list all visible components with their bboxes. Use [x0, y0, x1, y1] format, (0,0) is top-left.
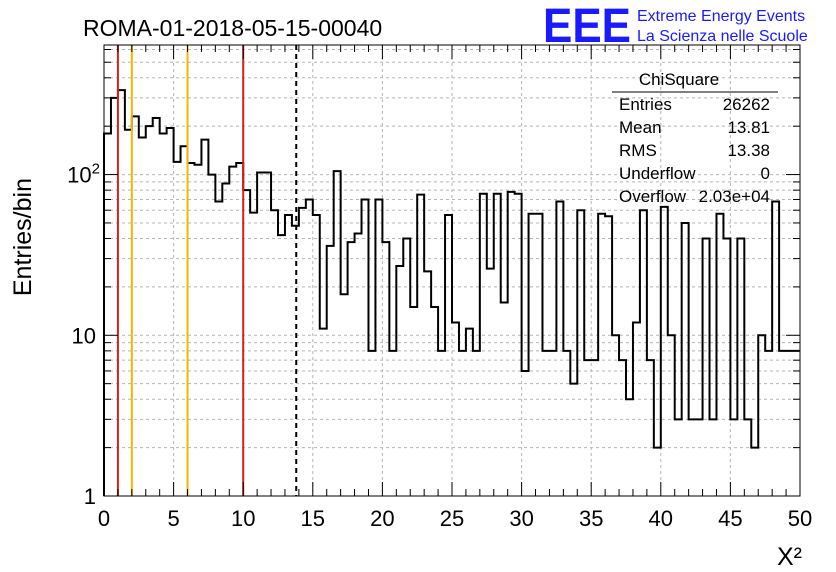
stats-label-underflow: Underflow — [619, 164, 696, 183]
x-tick-label: 5 — [167, 506, 179, 531]
stats-name: ChiSquare — [639, 70, 719, 89]
stats-value-entries: 26262 — [723, 95, 770, 114]
stats-value-overflow: 2.03e+04 — [699, 187, 770, 206]
stats-box: ChiSquare Entries 26262 Mean 13.81 RMS 1… — [612, 70, 778, 206]
stats-label-overflow: Overflow — [619, 187, 687, 206]
x-tick-label: 25 — [440, 506, 464, 531]
stats-value-underflow: 0 — [761, 164, 770, 183]
logo-mark: EEE — [543, 0, 631, 53]
histogram — [103, 89, 800, 496]
x-tick-label: 45 — [718, 506, 742, 531]
histogram-series — [103, 89, 800, 496]
x-tick-label: 15 — [301, 506, 325, 531]
stats-label-rms: RMS — [619, 141, 657, 160]
x-axis-title: X² — [777, 543, 802, 571]
x-tick-labels: 0 5 10 15 20 25 30 35 40 45 50 — [98, 506, 812, 531]
logo-line1: Extreme Energy Events — [637, 8, 805, 25]
y-tick-labels: 1 10 102 — [67, 161, 100, 509]
y-axis-title: Entries/bin — [9, 178, 37, 296]
logo-line2: La Scienza nelle Scuole — [637, 28, 808, 45]
y-tick-label: 102 — [67, 161, 100, 188]
stats-label-entries: Entries — [619, 95, 672, 114]
x-tick-label: 30 — [509, 506, 533, 531]
x-tick-label: 10 — [231, 506, 255, 531]
axis-ticks — [103, 45, 801, 496]
y-tick-label: 10 — [72, 323, 96, 348]
stats-label-mean: Mean — [619, 118, 662, 137]
x-tick-label: 35 — [579, 506, 603, 531]
x-tick-label: 40 — [649, 506, 673, 531]
x-tick-label: 50 — [788, 506, 812, 531]
stats-value-mean: 13.81 — [727, 118, 770, 137]
x-tick-label: 0 — [98, 506, 110, 531]
x-tick-label: 20 — [370, 506, 394, 531]
stats-value-rms: 13.38 — [727, 141, 770, 160]
y-tick-label: 1 — [84, 484, 96, 509]
eee-logo: EEE Extreme Energy Events La Scienza nel… — [543, 0, 808, 53]
chart-title: ROMA-01-2018-05-15-00040 — [83, 15, 382, 41]
reference-lines — [116, 45, 298, 496]
